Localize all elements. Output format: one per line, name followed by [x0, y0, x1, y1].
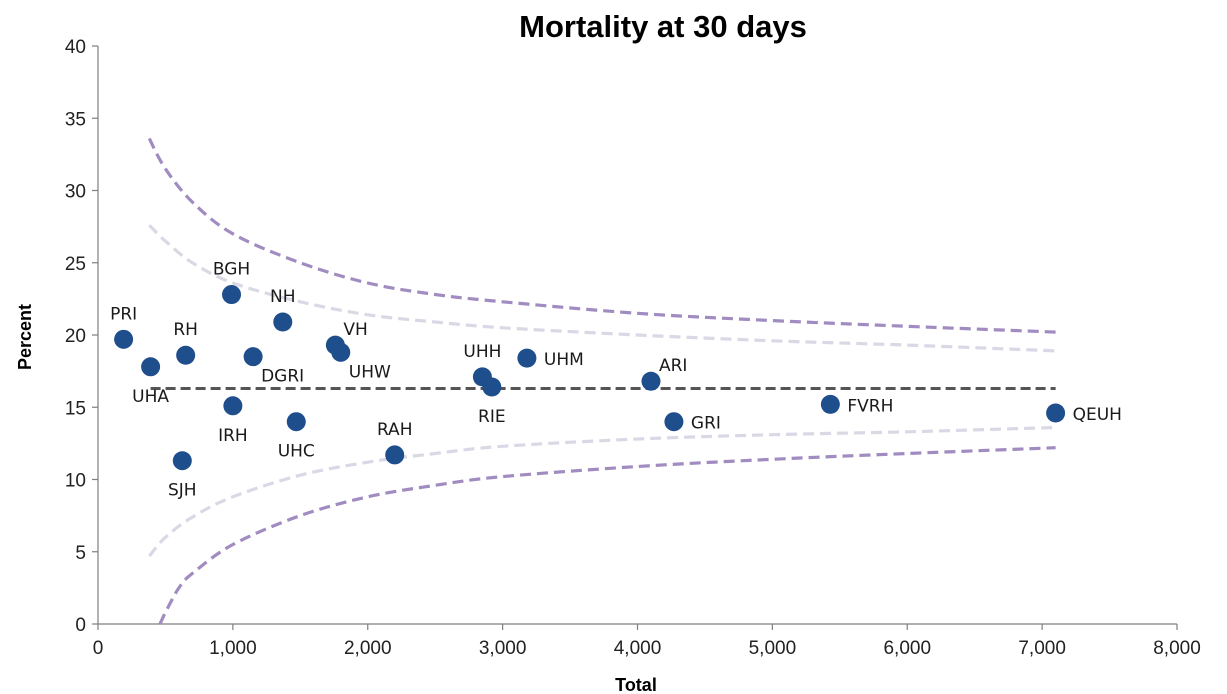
data-point-dgri [243, 347, 263, 367]
inner-upper-limit-line [148, 224, 1056, 353]
data-point-uhc [286, 412, 306, 432]
data-point-rie [482, 377, 502, 397]
outer-lower-limit-line [158, 446, 1056, 625]
data-point-ari [641, 371, 661, 391]
x-tick-label: 7,000 [1018, 638, 1066, 659]
y-tick-label: 10 [65, 471, 86, 492]
data-label-irh: IRH [218, 426, 248, 446]
control-limits [147, 137, 1056, 625]
data-point-pri [114, 329, 134, 349]
x-tick-label: 4,000 [614, 638, 662, 659]
data-label-gri: GRI [691, 414, 721, 434]
x-tick-label: 8,000 [1153, 638, 1201, 659]
y-tick-label: 30 [65, 182, 86, 203]
data-point-uha [141, 357, 161, 377]
data-label-fvrh: FVRH [847, 396, 893, 416]
axes: 0 5 10 15 20 25 30 35 40 0 1,000 2,000 3,000 4,000 5,0… [65, 37, 1201, 659]
data-label-uhm: UHM [544, 350, 584, 370]
data-point-uhw [331, 342, 351, 362]
data-label-uhc: UHC [278, 442, 315, 462]
y-axis-title: Percent [15, 304, 35, 370]
data-label-uhh: UHH [463, 342, 501, 362]
inner-lower-limit-line [148, 425, 1056, 558]
data-label-ari: ARI [659, 356, 687, 376]
data-point-rh [176, 345, 196, 365]
y-tick-label: 35 [65, 109, 86, 130]
x-tick-label: 2,000 [344, 638, 392, 659]
data-label-pri: PRI [110, 304, 137, 324]
data-label-uha: UHA [132, 387, 169, 407]
y-tick-label: 40 [65, 37, 86, 58]
data-label-qeuh: QEUH [1073, 405, 1122, 425]
y-tick-label: 25 [65, 254, 86, 275]
data-label-vh: VH [343, 320, 367, 340]
data-point-bgh [222, 285, 242, 305]
data-label-uhw: UHW [349, 362, 391, 382]
data-label-rh: RH [173, 320, 198, 340]
x-axis-title: Total [615, 675, 657, 694]
x-tick-label: 1,000 [209, 638, 257, 659]
data-points: PRI UHA SJH RH BGH IRH DGRI NH UHC VH UHW RAH UHH RIE… [110, 260, 1122, 501]
y-tick-label: 20 [65, 326, 86, 347]
data-point-nh [273, 312, 293, 332]
data-label-sjh: SJH [168, 481, 197, 501]
data-point-uhm [517, 348, 537, 368]
chart-title: Mortality at 30 days [519, 9, 807, 44]
data-point-rah [385, 445, 405, 465]
data-label-rah: RAH [377, 420, 413, 440]
y-tick-label: 15 [65, 398, 86, 419]
data-point-fvrh [820, 394, 840, 414]
x-tick-label: 5,000 [749, 638, 797, 659]
data-label-dgri: DGRI [261, 367, 304, 387]
x-tick-label: 0 [93, 638, 104, 659]
y-tick-label: 0 [75, 615, 86, 636]
x-tick-label: 6,000 [883, 638, 931, 659]
y-tick-label: 5 [75, 543, 86, 564]
data-label-bgh: BGH [213, 260, 250, 280]
x-tick-label: 3,000 [479, 638, 527, 659]
data-label-rie: RIE [478, 407, 506, 427]
data-point-irh [223, 396, 243, 416]
data-point-qeuh [1046, 403, 1066, 423]
data-point-gri [664, 412, 684, 432]
data-point-sjh [172, 451, 192, 471]
data-label-nh: NH [270, 287, 296, 307]
